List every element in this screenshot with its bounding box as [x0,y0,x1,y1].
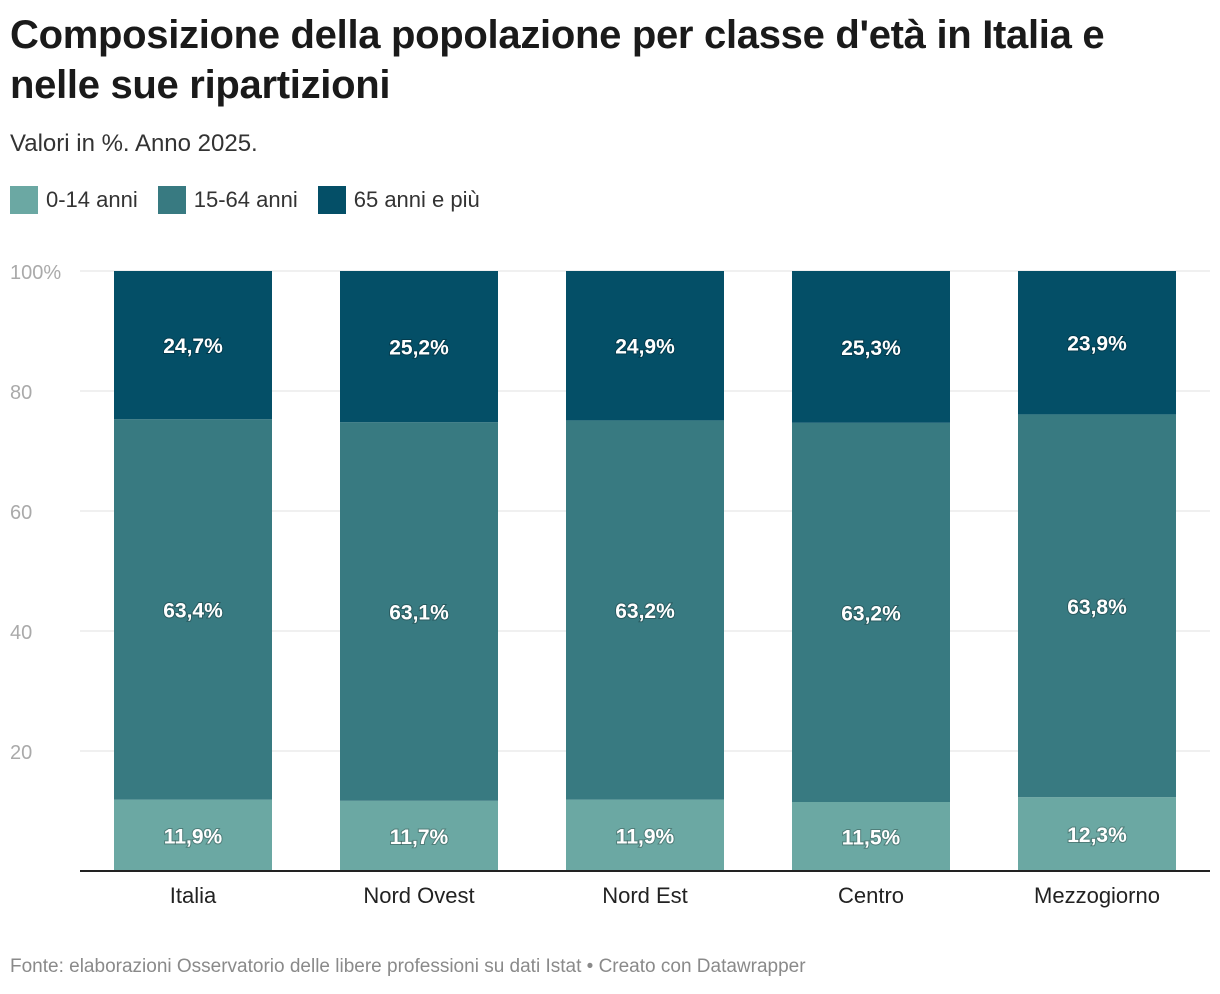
bar-segment-65-plus [792,271,950,423]
bar-segment-65-plus [114,271,272,420]
data-label-0-14: 12,3% [1067,824,1127,847]
y-tick-label: 20 [10,742,32,764]
legend-label-15-64: 15-64 anni [193,187,298,212]
data-label-0-14: 11,7% [390,826,449,849]
legend-swatch-15-64 [157,186,186,214]
y-tick-label: 40 [10,622,32,644]
data-label-15-64: 63,1% [389,602,449,625]
data-label-0-14: 11,9% [164,825,223,848]
data-label-15-64: 63,8% [1067,596,1127,619]
data-label-65-plus: 23,9% [1067,333,1127,356]
chart-title: Composizione della popolazione per class… [10,13,1105,107]
bar-segment-65-plus [1018,271,1176,415]
y-tick-label: 100% [10,262,61,284]
y-tick-label: 60 [10,502,32,524]
bar-segment-15-64 [1018,414,1176,798]
data-label-65-plus: 25,3% [841,337,901,360]
legend-item-15-64: 15-64 anni [157,186,298,214]
data-label-15-64: 63,2% [615,600,675,623]
bar-segment-15-64 [566,420,724,800]
bar-segment-0-14 [792,802,950,871]
bar-segment-0-14 [566,799,724,871]
y-tick-label: 80 [10,382,32,404]
legend-swatch-0-14 [10,186,38,214]
data-label-0-14: 11,9% [616,825,675,848]
legend-item-65-plus: 65 anni e più [317,186,480,214]
legend-item-0-14: 0-14 anni [10,186,138,214]
source-footer: Fonte: elaborazioni Osservatorio delle l… [10,956,806,977]
bar-segment-15-64 [114,419,272,800]
bar-segment-65-plus [566,271,724,421]
data-label-15-64: 63,4% [163,599,223,622]
data-label-0-14: 11,5% [842,827,901,850]
x-category-label: Nord Ovest [363,883,474,908]
bar-segment-0-14 [114,799,272,871]
bar-segment-15-64 [340,422,498,801]
legend-label-0-14: 0-14 anni [46,187,138,212]
data-label-65-plus: 24,9% [615,336,675,359]
x-category-label: Italia [170,883,217,908]
legend-swatch-65-plus [317,186,346,214]
data-label-65-plus: 25,2% [389,337,449,360]
data-label-15-64: 63,2% [841,602,901,625]
bar-segment-0-14 [1018,797,1176,871]
bar-segment-65-plus [340,271,498,423]
bar-segment-15-64 [792,422,950,802]
x-category-label: Nord Est [602,883,688,908]
stacked-bar-chart: 20 40 60 80 100% 11,9% 63,4% 24,7% Italia 11,7% 63… [10,262,1210,908]
data-label-65-plus: 24,7% [163,335,223,358]
legend-label-65-plus: 65 anni e più [353,187,480,212]
x-category-label: Mezzogiorno [1034,883,1160,908]
x-category-label: Centro [838,883,904,908]
chart-subtitle: Valori in %. Anno 2025. [10,130,258,157]
bar-segment-0-14 [340,800,498,871]
legend: 0-14 anni 15-64 anni 65 anni e più [10,186,500,214]
